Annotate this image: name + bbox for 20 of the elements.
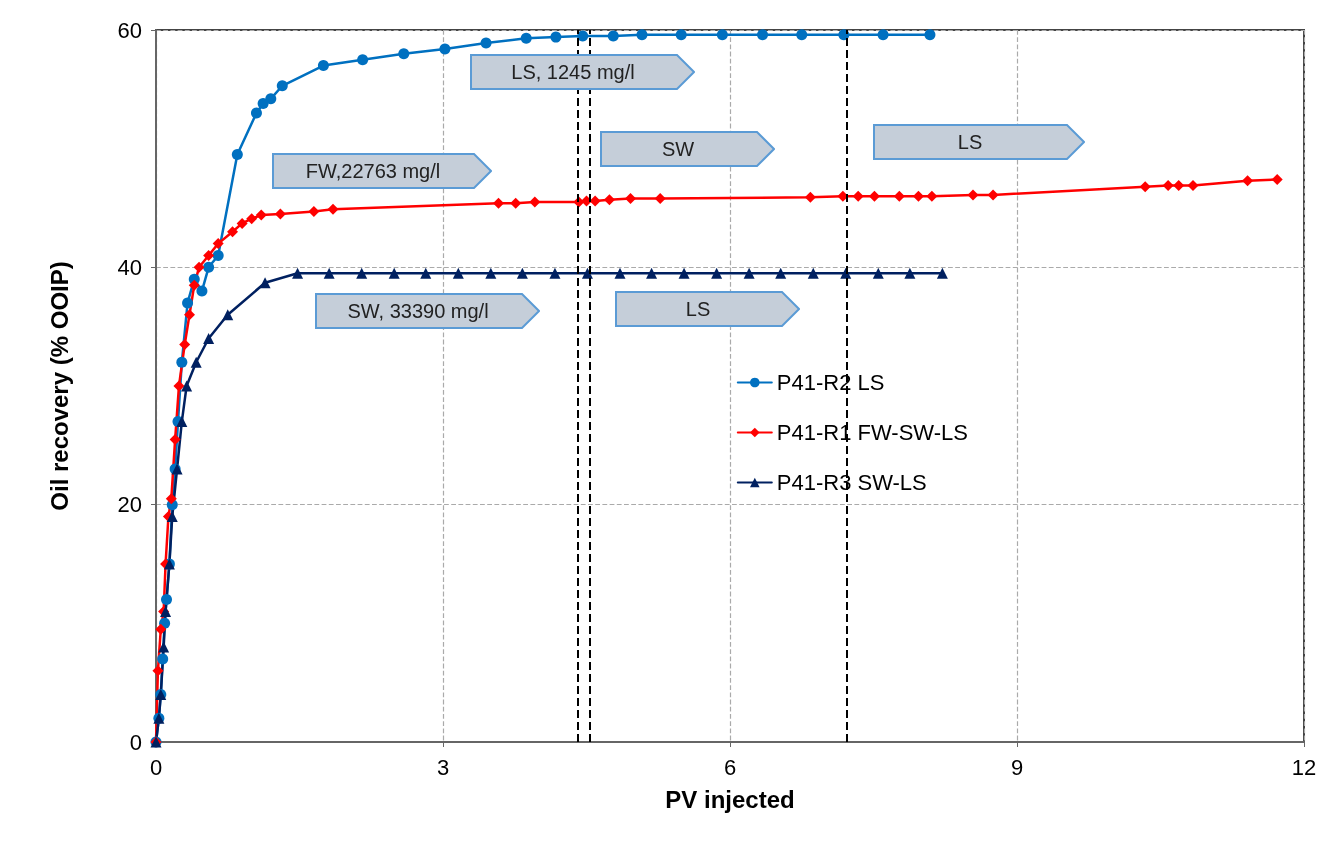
legend-label: P41-R3 SW-LS <box>776 470 927 495</box>
x-tick-label: 3 <box>436 754 450 780</box>
y-tick-label: 40 <box>117 254 142 280</box>
annotation: LS, 1245 mg/l <box>510 60 636 85</box>
y-tick-label: 60 <box>117 17 142 43</box>
annotation: SW <box>660 137 696 162</box>
annotation: FW,22763 mg/l <box>304 159 442 184</box>
annotation: LS <box>684 297 712 322</box>
x-tick-label: 12 <box>1291 754 1317 780</box>
y-tick-label: 20 <box>117 492 142 518</box>
legend-label: P41-R1 FW-SW-LS <box>776 420 968 445</box>
y-axis-title: Oil recovery (% OOIP) <box>45 261 73 511</box>
y-tick-label: 0 <box>129 729 142 755</box>
x-tick-label: 9 <box>1010 754 1024 780</box>
x-axis-title: PV injected <box>665 785 795 813</box>
x-tick-label: 0 <box>149 754 163 780</box>
legend-label: P41-R2 LS <box>776 370 885 395</box>
x-tick-label: 6 <box>723 754 737 780</box>
annotation: SW, 33390 mg/l <box>346 299 490 324</box>
annotation: LS <box>956 130 984 155</box>
